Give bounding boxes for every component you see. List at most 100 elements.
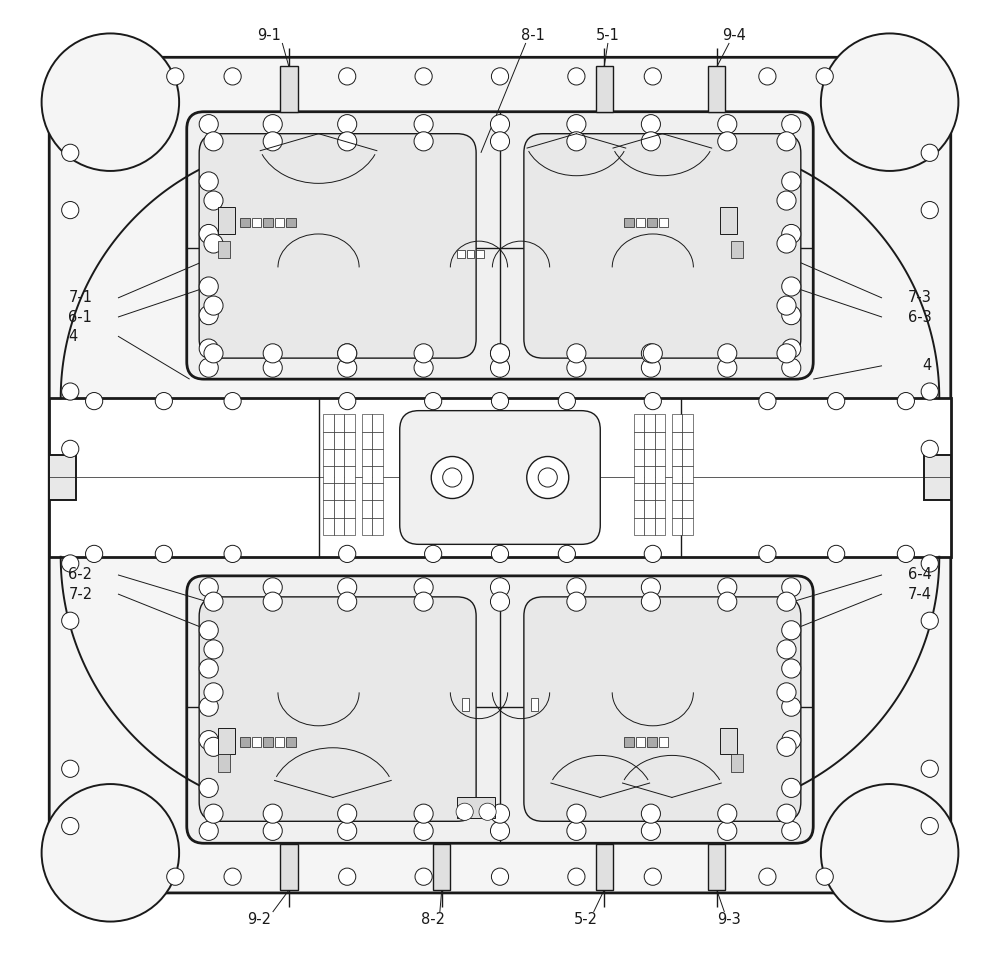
Text: 9-4: 9-4 [722,28,746,43]
Circle shape [568,68,585,85]
Circle shape [167,868,184,885]
Circle shape [782,277,801,296]
Bar [720,207,737,234]
Bar [323,483,334,500]
Circle shape [199,358,218,377]
Bar [682,518,693,535]
Circle shape [641,578,660,597]
Circle shape [338,115,357,134]
Circle shape [204,132,223,151]
Bar [672,414,682,432]
Circle shape [263,804,282,823]
Circle shape [759,393,776,410]
Bar [372,500,383,518]
FancyBboxPatch shape [187,112,813,379]
Bar [682,432,693,449]
Circle shape [759,545,776,562]
Circle shape [777,344,796,363]
Circle shape [782,659,801,678]
Bar [644,518,655,535]
Circle shape [443,468,462,487]
FancyBboxPatch shape [199,134,476,358]
Bar [644,414,655,432]
Bar [596,844,613,890]
Circle shape [777,592,796,611]
Circle shape [921,440,938,457]
FancyBboxPatch shape [199,597,476,821]
FancyBboxPatch shape [187,576,813,843]
Bar [634,518,644,535]
Circle shape [199,277,218,296]
Bar [672,500,682,518]
Circle shape [782,224,801,244]
Bar [275,218,284,227]
Circle shape [224,68,241,85]
Circle shape [718,592,737,611]
Circle shape [425,545,442,562]
Circle shape [718,115,737,134]
Text: 7-1: 7-1 [68,290,92,306]
Circle shape [62,440,79,457]
Bar [344,483,355,500]
Circle shape [199,339,218,358]
Circle shape [199,731,218,750]
Circle shape [204,191,223,210]
FancyBboxPatch shape [49,57,951,893]
Circle shape [414,115,433,134]
Bar [634,449,644,466]
Bar [218,754,230,772]
Bar [286,218,296,227]
Bar [372,466,383,483]
Bar [280,844,298,890]
Circle shape [782,778,801,797]
Bar [344,466,355,483]
Circle shape [490,804,510,823]
Circle shape [431,456,473,499]
Circle shape [567,358,586,377]
Circle shape [414,592,433,611]
Bar [634,414,644,432]
Circle shape [921,612,938,629]
Bar [636,218,645,227]
Circle shape [641,344,660,363]
Bar [647,737,657,747]
Bar [344,449,355,466]
FancyBboxPatch shape [524,134,801,358]
Bar [372,483,383,500]
Circle shape [42,784,179,922]
Circle shape [338,132,357,151]
Circle shape [921,760,938,777]
Bar [655,449,665,466]
Bar [672,432,682,449]
Text: 7-2: 7-2 [68,586,92,602]
Bar [323,432,334,449]
Bar [218,207,235,234]
Circle shape [491,545,509,562]
Circle shape [777,640,796,659]
Circle shape [415,868,432,885]
Circle shape [414,578,433,597]
Bar [362,432,372,449]
Bar [634,432,644,449]
Circle shape [828,393,845,410]
Bar [655,500,665,518]
Circle shape [568,868,585,885]
Circle shape [644,868,661,885]
Circle shape [199,115,218,134]
Bar [731,754,743,772]
Bar [457,797,495,818]
Circle shape [782,339,801,358]
Circle shape [62,555,79,572]
Bar [644,483,655,500]
Bar [659,737,668,747]
Circle shape [204,296,223,315]
Circle shape [828,545,845,562]
Circle shape [490,578,510,597]
Bar [344,432,355,449]
Bar [275,737,284,747]
Circle shape [821,33,958,171]
Circle shape [718,358,737,377]
Text: 6-4: 6-4 [908,567,932,583]
Circle shape [490,132,510,151]
Circle shape [339,393,356,410]
